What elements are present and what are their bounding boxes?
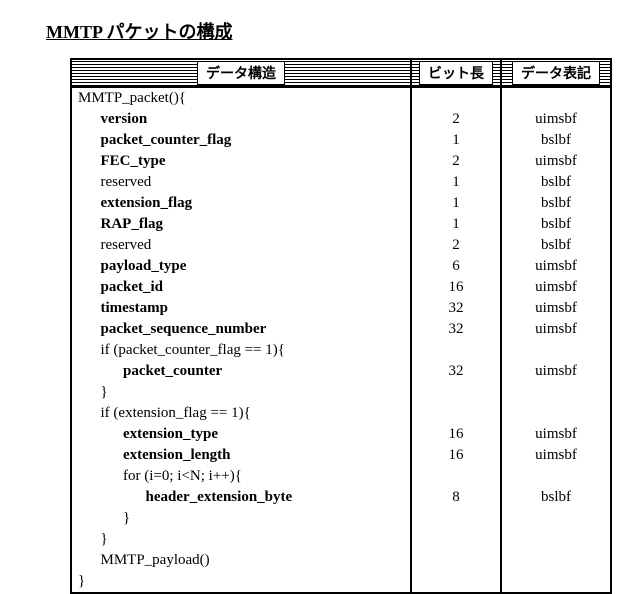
- bits-line: 1: [412, 172, 500, 193]
- bits-line: 1: [412, 193, 500, 214]
- bits-line: 2: [412, 235, 500, 256]
- type-line: bslbf: [502, 235, 610, 256]
- type-line: uimsbf: [502, 151, 610, 172]
- struct-line: MMTP_packet(){: [72, 88, 410, 109]
- type-line: uimsbf: [502, 277, 610, 298]
- struct-line: timestamp: [72, 298, 410, 319]
- struct-line: packet_counter: [72, 361, 410, 382]
- type-line: [502, 403, 610, 424]
- struct-line: reserved: [72, 172, 410, 193]
- struct-line: MMTP_payload(): [72, 550, 410, 571]
- struct-line: if (extension_flag == 1){: [72, 403, 410, 424]
- col-header-structure-label: データ構造: [197, 61, 285, 85]
- struct-line: }: [72, 382, 410, 403]
- type-line: uimsbf: [502, 256, 610, 277]
- type-line: [502, 88, 610, 109]
- col-header-type: データ表記: [501, 59, 611, 87]
- struct-line: extension_length: [72, 445, 410, 466]
- type-line: [502, 382, 610, 403]
- type-line: uimsbf: [502, 298, 610, 319]
- type-line: uimsbf: [502, 361, 610, 382]
- struct-line: RAP_flag: [72, 214, 410, 235]
- col-header-bits: ビット長: [411, 59, 501, 87]
- struct-line: for (i=0; i<N; i++){: [72, 466, 410, 487]
- bits-line: [412, 382, 500, 403]
- bits-line: 16: [412, 424, 500, 445]
- struct-line: payload_type: [72, 256, 410, 277]
- bits-line: 16: [412, 445, 500, 466]
- bits-line: [412, 466, 500, 487]
- type-line: [502, 571, 610, 592]
- packet-structure-table: データ構造 ビット長 データ表記 MMTP_packet(){ version …: [70, 58, 612, 594]
- bits-line: 6: [412, 256, 500, 277]
- bits-line: [412, 88, 500, 109]
- bits-line: 32: [412, 298, 500, 319]
- cell-type: uimsbfbslbfuimsbfbslbfbslbfbslbfbslbfuim…: [501, 87, 611, 593]
- struct-line: extension_type: [72, 424, 410, 445]
- bits-line: 8: [412, 487, 500, 508]
- struct-line: extension_flag: [72, 193, 410, 214]
- type-line: uimsbf: [502, 424, 610, 445]
- bits-line: [412, 571, 500, 592]
- type-line: [502, 340, 610, 361]
- struct-line: packet_counter_flag: [72, 130, 410, 151]
- bits-line: 2: [412, 151, 500, 172]
- type-line: bslbf: [502, 193, 610, 214]
- bits-line: [412, 529, 500, 550]
- type-line: bslbf: [502, 172, 610, 193]
- bits-line: 16: [412, 277, 500, 298]
- struct-line: header_extension_byte: [72, 487, 410, 508]
- bits-line: 32: [412, 319, 500, 340]
- cell-structure: MMTP_packet(){ version packet_counter_fl…: [71, 87, 411, 593]
- struct-line: FEC_type: [72, 151, 410, 172]
- bits-line: [412, 403, 500, 424]
- cell-bits: 21211126163232 32 1616 8: [411, 87, 501, 593]
- type-line: uimsbf: [502, 319, 610, 340]
- page-title: MMTP パケットの構成: [46, 18, 610, 44]
- type-line: bslbf: [502, 214, 610, 235]
- struct-line: }: [72, 508, 410, 529]
- bits-line: [412, 508, 500, 529]
- struct-line: packet_sequence_number: [72, 319, 410, 340]
- table-body-row: MMTP_packet(){ version packet_counter_fl…: [71, 87, 611, 593]
- type-line: bslbf: [502, 130, 610, 151]
- type-line: uimsbf: [502, 109, 610, 130]
- bits-line: 32: [412, 361, 500, 382]
- bits-line: [412, 550, 500, 571]
- bits-line: 2: [412, 109, 500, 130]
- struct-line: }: [72, 571, 410, 592]
- type-line: [502, 550, 610, 571]
- table-header-row: データ構造 ビット長 データ表記: [71, 59, 611, 87]
- bits-line: [412, 340, 500, 361]
- bits-line: 1: [412, 214, 500, 235]
- struct-line: version: [72, 109, 410, 130]
- packet-table-wrap: データ構造 ビット長 データ表記 MMTP_packet(){ version …: [70, 58, 610, 594]
- type-line: [502, 466, 610, 487]
- bits-line: 1: [412, 130, 500, 151]
- struct-line: if (packet_counter_flag == 1){: [72, 340, 410, 361]
- col-header-bits-label: ビット長: [419, 61, 493, 85]
- page: MMTP パケットの構成 データ構造 ビット長 データ表記: [0, 0, 640, 580]
- struct-line: }: [72, 529, 410, 550]
- type-line: bslbf: [502, 487, 610, 508]
- col-header-structure: データ構造: [71, 59, 411, 87]
- struct-line: reserved: [72, 235, 410, 256]
- type-line: uimsbf: [502, 445, 610, 466]
- struct-line: packet_id: [72, 277, 410, 298]
- type-line: [502, 529, 610, 550]
- col-header-type-label: データ表記: [512, 61, 600, 85]
- type-line: [502, 508, 610, 529]
